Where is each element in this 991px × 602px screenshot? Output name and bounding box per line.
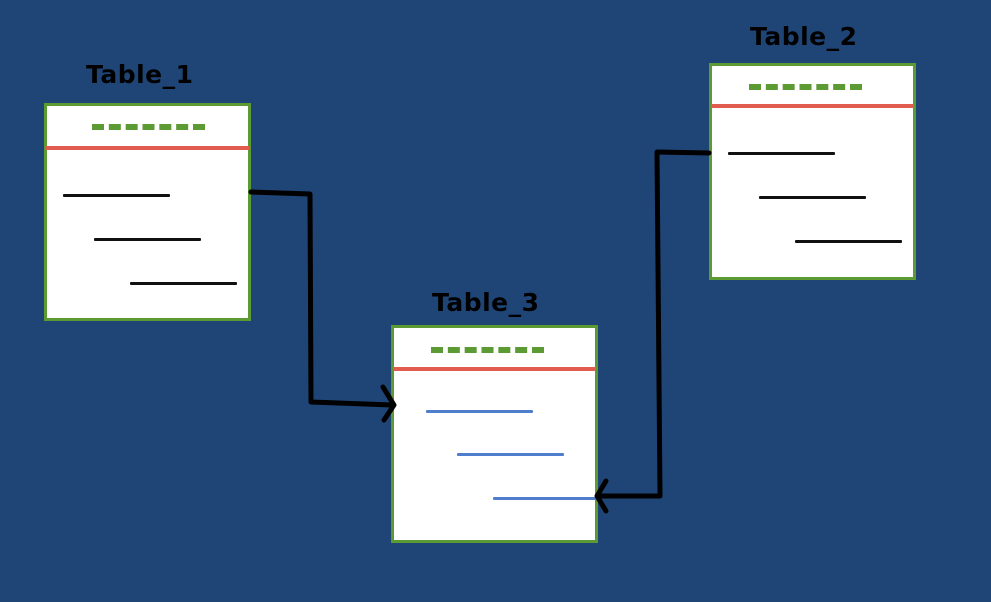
table-1-field-2 [94,238,201,241]
table-3-header-separator [393,367,596,371]
table-2-field-1 [728,152,835,155]
table-1-title: Table_1 [86,60,194,89]
table-1-key-dashes [92,124,205,130]
table-1-header-separator [46,146,249,150]
arrowhead-table-3-right-icon [594,478,609,514]
table-2-field-2 [759,196,866,199]
table-1-field-3 [130,282,237,285]
table-3-box[interactable] [391,325,600,543]
table-2-title: Table_2 [750,22,858,51]
table-2-key-dashes [749,84,862,90]
table-3-title: Table_3 [432,288,540,317]
table-1-field-1 [63,194,170,197]
table-2-header-separator [711,104,914,108]
table-3-field-2 [457,453,564,456]
connector-table-2-to-table-3 [597,149,712,499]
table-2-field-3 [795,240,902,243]
table-2-box[interactable] [709,63,916,280]
table-1-box[interactable] [44,103,251,321]
table-3-key-dashes [431,347,544,353]
table-3-field-3 [493,497,600,500]
connector-table-1-to-table-3 [248,189,395,408]
table-3-field-1 [426,410,533,413]
